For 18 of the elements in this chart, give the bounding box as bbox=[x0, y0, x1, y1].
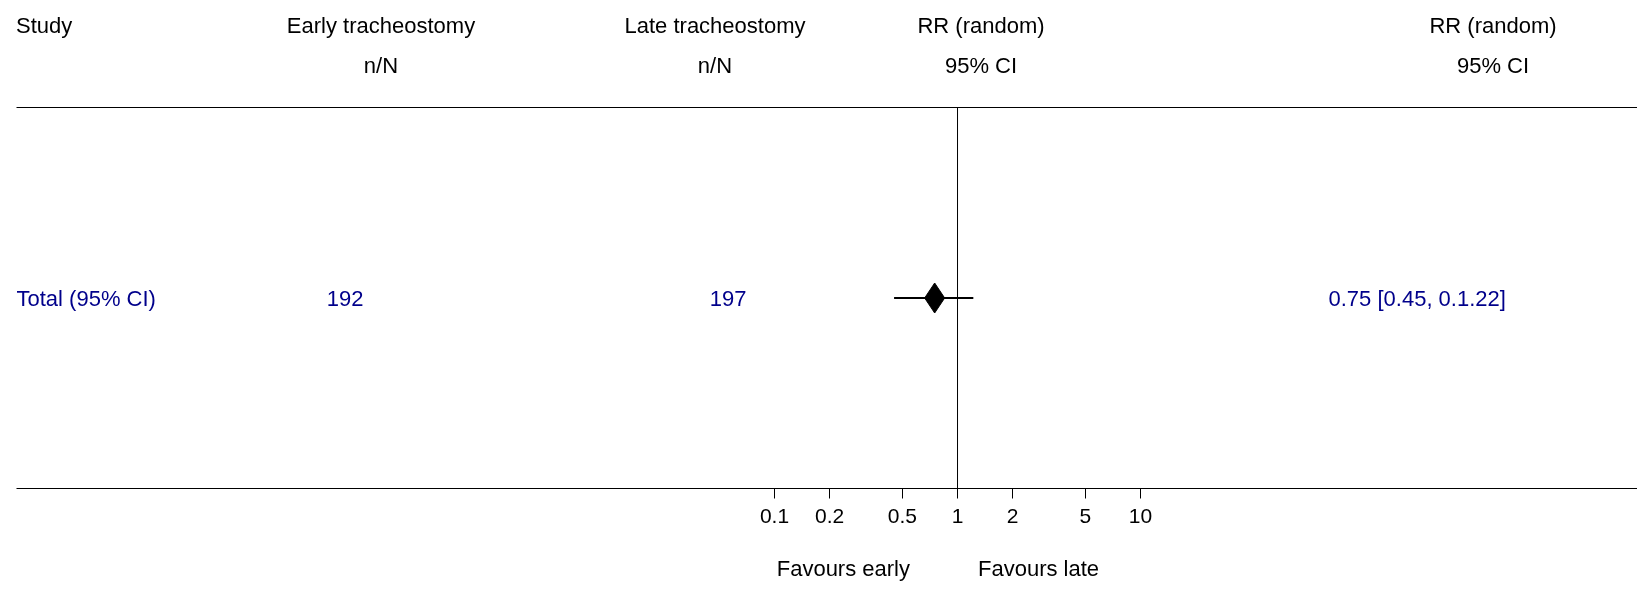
text: Late tracheostomy n/N bbox=[624, 12, 806, 80]
annotation: 197 bbox=[709, 285, 747, 311]
y-tick-label: Total (95% CI) bbox=[16, 285, 156, 311]
text: RR (random) 95% CI bbox=[1429, 12, 1557, 80]
x-tick-label: 5 bbox=[1079, 503, 1092, 527]
text: Favours late bbox=[978, 555, 1100, 583]
text: Study bbox=[16, 12, 73, 40]
x-tick-label: 2 bbox=[1006, 503, 1019, 527]
x-tick-label: 10 bbox=[1128, 503, 1153, 527]
annotation: 0.75 [0.45, 0.1.22] bbox=[1328, 285, 1506, 311]
x-tick-label: 0.5 bbox=[887, 503, 918, 527]
text: Favours early bbox=[776, 555, 910, 583]
text: RR (random) 95% CI bbox=[917, 12, 1045, 80]
x-tick-label: 0.2 bbox=[815, 503, 845, 527]
x-tick-label: 0.1 bbox=[759, 503, 790, 527]
x-tick-label: 1 bbox=[951, 503, 964, 527]
annotation: 192 bbox=[326, 285, 364, 311]
text: Early tracheostomy n/N bbox=[286, 12, 476, 80]
